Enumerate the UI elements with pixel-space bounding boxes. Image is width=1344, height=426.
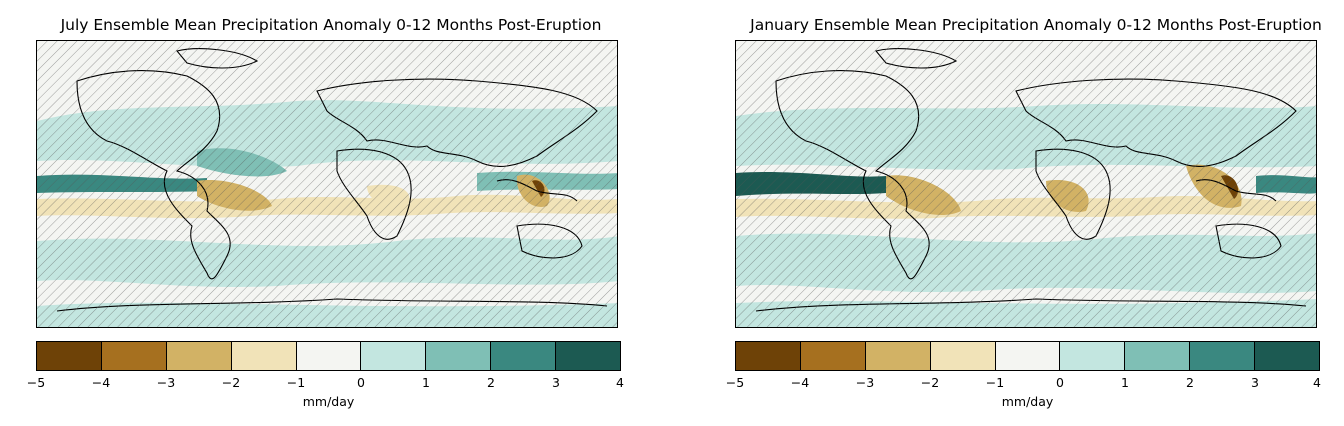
map-svg [736, 41, 1316, 327]
colorbar-tick: 1 [1121, 375, 1129, 390]
colorbar-tick: −2 [221, 375, 241, 390]
map-svg [37, 41, 617, 327]
colorbar-segment [1190, 342, 1256, 370]
colorbar-tick: 1 [422, 375, 430, 390]
colorbar-segment [231, 342, 297, 370]
left-panel: July Ensemble Mean Precipitation Anomaly… [27, 0, 636, 426]
colorbar-segment [800, 342, 866, 370]
colorbar-segment [1125, 342, 1191, 370]
colorbar-segment [101, 342, 167, 370]
colorbar-tick: 0 [1056, 375, 1064, 390]
panel-title: January Ensemble Mean Precipitation Anom… [750, 16, 1322, 34]
colorbar-segment [1255, 342, 1320, 370]
colorbar-segment [736, 342, 801, 370]
colorbar-tick: 4 [1313, 375, 1321, 390]
colorbar-segment [166, 342, 232, 370]
colorbar-segment [491, 342, 557, 370]
colorbar-segment [361, 342, 427, 370]
right-panel: January Ensemble Mean Precipitation Anom… [726, 0, 1335, 426]
colorbar-tick: −1 [985, 375, 1005, 390]
colorbar-tick: −4 [91, 375, 111, 390]
precipitation-map [735, 40, 1317, 328]
colorbar-tick: −5 [26, 375, 46, 390]
colorbar-tick: 2 [487, 375, 495, 390]
colorbar-tick: 0 [357, 375, 365, 390]
colorbar-tick: 3 [1251, 375, 1259, 390]
colorbar-segment [995, 342, 1061, 370]
colorbar [36, 341, 621, 371]
colorbar-segment [930, 342, 996, 370]
colorbar-unit-label: mm/day [1001, 394, 1054, 409]
colorbar-tick: −1 [286, 375, 306, 390]
colorbar-unit-label: mm/day [302, 394, 355, 409]
precipitation-map [36, 40, 618, 328]
colorbar-tick: 3 [552, 375, 560, 390]
colorbar-tick: 2 [1186, 375, 1194, 390]
colorbar-tick: −4 [790, 375, 810, 390]
colorbar [735, 341, 1320, 371]
panel-title: July Ensemble Mean Precipitation Anomaly… [60, 16, 602, 34]
colorbar-segment [37, 342, 102, 370]
colorbar-segment [865, 342, 931, 370]
colorbar-tick: −3 [855, 375, 875, 390]
colorbar-ticks: −5 −4 −3 −2 −1 0 1 2 3 4 [726, 375, 1321, 391]
colorbar-segment [1060, 342, 1126, 370]
colorbar-tick: 4 [616, 375, 624, 390]
colorbar-ticks: −5 −4 −3 −2 −1 0 1 2 3 4 [27, 375, 624, 391]
colorbar-segment [556, 342, 621, 370]
colorbar-segment [426, 342, 492, 370]
colorbar-tick: −5 [725, 375, 745, 390]
colorbar-segment [296, 342, 362, 370]
colorbar-tick: −2 [920, 375, 940, 390]
colorbar-tick: −3 [156, 375, 176, 390]
